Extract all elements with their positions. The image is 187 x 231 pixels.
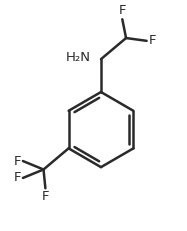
Text: F: F [14, 171, 22, 184]
Text: F: F [42, 190, 49, 203]
Text: F: F [149, 34, 156, 47]
Text: F: F [119, 4, 126, 17]
Text: F: F [14, 155, 22, 167]
Text: H₂N: H₂N [66, 51, 91, 64]
